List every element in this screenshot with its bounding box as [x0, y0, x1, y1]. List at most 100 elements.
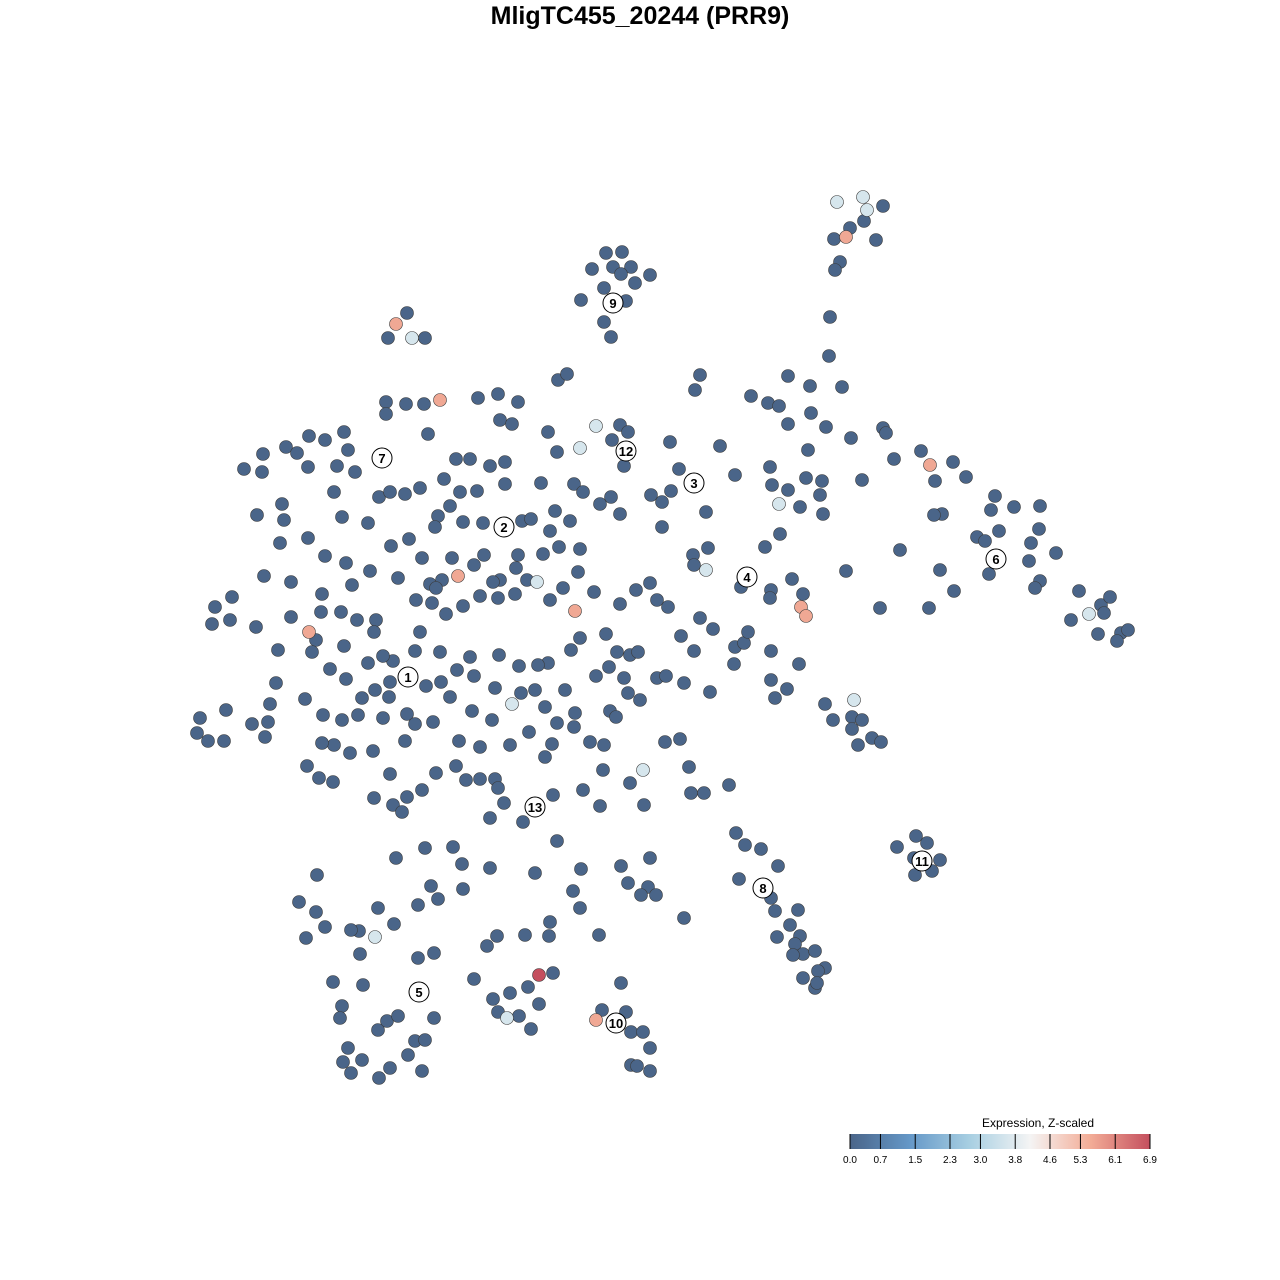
cluster-label: 12 — [615, 440, 637, 462]
data-point — [473, 740, 487, 754]
data-point — [449, 452, 463, 466]
data-point — [792, 657, 806, 671]
data-point — [518, 928, 532, 942]
cluster-label-badge — [408, 981, 430, 1003]
data-point — [376, 711, 390, 725]
data-point — [982, 567, 996, 581]
data-point — [781, 483, 795, 497]
data-point — [367, 791, 381, 805]
data-point — [574, 293, 588, 307]
legend-tick-label: 5.3 — [1073, 1155, 1087, 1166]
data-point — [383, 485, 397, 499]
data-point — [687, 644, 701, 658]
data-point — [636, 1025, 650, 1039]
data-point — [1082, 607, 1096, 621]
data-point — [418, 841, 432, 855]
data-point — [765, 478, 779, 492]
data-point — [524, 1022, 538, 1036]
data-point — [391, 1009, 405, 1023]
cluster-label: 7 — [371, 447, 393, 469]
data-point — [643, 1064, 657, 1078]
data-point — [697, 786, 711, 800]
data-point — [249, 620, 263, 634]
data-point — [804, 406, 818, 420]
cluster-label-badge — [397, 666, 419, 688]
data-point — [677, 911, 691, 925]
data-point — [451, 569, 465, 583]
data-point — [353, 947, 367, 961]
data-point — [567, 477, 581, 491]
points-layer — [190, 190, 1135, 1085]
data-point — [744, 389, 758, 403]
data-point — [887, 452, 901, 466]
data-point — [563, 514, 577, 528]
data-point — [335, 510, 349, 524]
data-point — [874, 735, 888, 749]
data-point — [368, 683, 382, 697]
data-point — [909, 829, 923, 843]
data-point — [781, 369, 795, 383]
data-point — [772, 497, 786, 511]
cluster-label-badge — [493, 516, 515, 538]
data-point — [302, 625, 316, 639]
cluster-label: 1 — [397, 666, 419, 688]
cluster-label-badge — [602, 292, 624, 314]
data-point — [536, 547, 550, 561]
data-point — [366, 744, 380, 758]
data-point — [522, 725, 536, 739]
data-point — [574, 862, 588, 876]
data-point — [497, 796, 511, 810]
data-point — [617, 671, 631, 685]
data-point — [614, 859, 628, 873]
color-legend: Expression, Z-scaled 0.0 0.7 1.5 2.3 3.0 3.8 4… — [843, 1116, 1157, 1166]
data-point — [613, 597, 627, 611]
data-point — [636, 763, 650, 777]
data-point — [463, 650, 477, 664]
data-point — [273, 536, 287, 550]
data-point — [643, 268, 657, 282]
cluster-label-badge — [605, 1012, 627, 1034]
data-point — [456, 515, 470, 529]
legend-tick-label: 3.8 — [1008, 1155, 1022, 1166]
data-point — [323, 662, 337, 676]
data-point — [727, 657, 741, 671]
data-point — [628, 276, 642, 290]
cluster-label-text: 3 — [690, 476, 697, 491]
data-point — [512, 659, 526, 673]
data-point — [408, 717, 422, 731]
data-point — [703, 685, 717, 699]
data-point — [299, 931, 313, 945]
data-point — [223, 613, 237, 627]
data-point — [768, 691, 782, 705]
data-point — [663, 435, 677, 449]
data-point — [876, 199, 890, 213]
cluster-label: 9 — [602, 292, 624, 314]
data-point — [552, 540, 566, 554]
data-point — [621, 686, 635, 700]
data-point — [483, 459, 497, 473]
data-point — [356, 978, 370, 992]
data-point — [754, 842, 768, 856]
cluster-label-badge — [911, 850, 933, 872]
data-point — [327, 485, 341, 499]
data-point — [826, 713, 840, 727]
data-point — [361, 656, 375, 670]
data-point — [316, 708, 330, 722]
cluster-label: 10 — [605, 1012, 627, 1034]
data-point — [421, 427, 435, 441]
data-point — [823, 310, 837, 324]
data-point — [914, 444, 928, 458]
data-point — [1103, 590, 1117, 604]
data-point — [655, 520, 669, 534]
data-point — [193, 711, 207, 725]
cluster-label-text: 7 — [378, 451, 385, 466]
data-point — [873, 601, 887, 615]
data-point — [467, 558, 481, 572]
data-point — [644, 488, 658, 502]
data-point — [634, 888, 648, 902]
data-point — [443, 690, 457, 704]
data-point — [383, 767, 397, 781]
data-point — [386, 798, 400, 812]
data-point — [492, 648, 506, 662]
cluster-label-badge — [736, 566, 758, 588]
